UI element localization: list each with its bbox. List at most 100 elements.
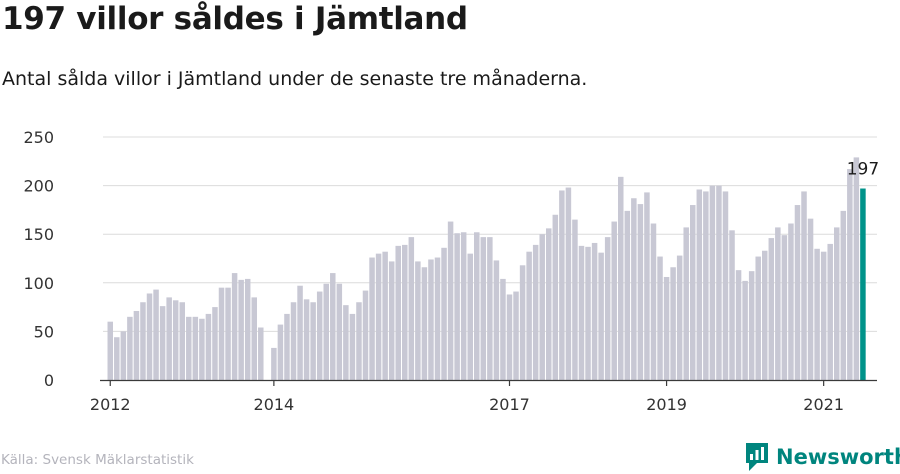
chart-subtitle: Antal sålda villor i Jämtland under de s… (2, 68, 588, 90)
bar (539, 234, 545, 380)
bar (827, 243, 833, 380)
y-tick-label: 100 (23, 274, 54, 293)
bar (781, 235, 788, 380)
bar (356, 302, 362, 380)
bar (637, 204, 644, 380)
bar (604, 237, 611, 380)
y-axis-tick-labels: 0 50 100 150 200 250 (23, 128, 54, 390)
bar (794, 205, 801, 380)
bar (238, 279, 244, 380)
bar (506, 294, 513, 380)
bar (729, 230, 735, 380)
bar (696, 189, 703, 380)
bar (578, 245, 585, 380)
bar (624, 210, 631, 380)
bar (120, 331, 127, 380)
source-note: Källa: Svensk Mäklarstatistik (1, 452, 194, 468)
x-tick-label: 2014 (254, 395, 295, 414)
y-tick-label: 150 (23, 225, 54, 244)
bar (290, 302, 297, 380)
bar (546, 228, 552, 380)
bar (618, 176, 624, 380)
bar (559, 190, 565, 380)
x-tick-label: 2012 (90, 395, 131, 414)
bar (369, 257, 375, 380)
y-tick-label: 0 (44, 371, 54, 390)
bar (801, 191, 807, 380)
bar (172, 300, 179, 380)
bar (467, 253, 473, 380)
bar (441, 247, 447, 380)
bar (192, 316, 199, 380)
bar (552, 214, 559, 380)
bar (480, 237, 487, 380)
bar (375, 253, 382, 380)
bar (395, 245, 401, 380)
bar (676, 255, 683, 380)
bar (853, 157, 860, 380)
bar (218, 287, 225, 380)
bar (513, 291, 519, 380)
bar (362, 290, 369, 380)
bar (107, 321, 113, 380)
newsworthy-logo-icon (746, 443, 768, 471)
bar (814, 248, 820, 380)
bar (127, 316, 133, 380)
bar (650, 223, 657, 380)
bar (748, 271, 755, 380)
bar (159, 306, 166, 380)
bar (775, 227, 781, 380)
bar (598, 252, 604, 380)
bar (722, 191, 729, 380)
bar (663, 276, 670, 380)
bar (316, 291, 323, 380)
bar (231, 273, 238, 380)
bar (670, 267, 676, 380)
bar (807, 218, 814, 380)
bar (225, 287, 231, 380)
bar (212, 307, 218, 380)
y-tick-label: 250 (23, 128, 54, 147)
bar (519, 265, 526, 380)
brand-name: Newsworthy (776, 445, 900, 469)
bar (755, 256, 761, 380)
bar (434, 257, 441, 380)
bar (421, 267, 428, 380)
bar (114, 337, 120, 380)
x-axis-tick-labels: 2012 2014 2017 2019 2021 (90, 395, 844, 414)
bar (474, 232, 480, 380)
bar (768, 238, 775, 380)
bar (330, 273, 336, 380)
bar (277, 324, 284, 380)
bar (526, 251, 532, 380)
bar (258, 327, 264, 380)
y-tick-label: 200 (23, 177, 54, 196)
bar (644, 192, 650, 380)
bar (166, 297, 172, 380)
chart-title: 197 villor såldes i Jämtland (2, 1, 468, 37)
bar (591, 242, 598, 380)
bar (532, 244, 539, 380)
bar (153, 289, 159, 380)
bar-highlight (860, 188, 866, 380)
bar (297, 285, 303, 380)
brand-logo[interactable]: Newsworthy (744, 441, 900, 473)
bar (487, 237, 493, 380)
bar (303, 299, 310, 380)
bar (762, 250, 768, 380)
bar (735, 270, 742, 380)
bar (820, 251, 827, 380)
bars (107, 157, 866, 380)
bar (349, 313, 356, 380)
bar (565, 187, 572, 380)
bar (493, 260, 500, 380)
highlight-value-label: 197 (847, 160, 879, 180)
bar (460, 232, 467, 380)
bar (343, 305, 349, 380)
bar (205, 313, 212, 380)
bar (140, 302, 146, 380)
x-tick-label: 2021 (803, 395, 844, 414)
bar (146, 293, 153, 380)
bar (179, 302, 185, 380)
bar (428, 259, 434, 380)
